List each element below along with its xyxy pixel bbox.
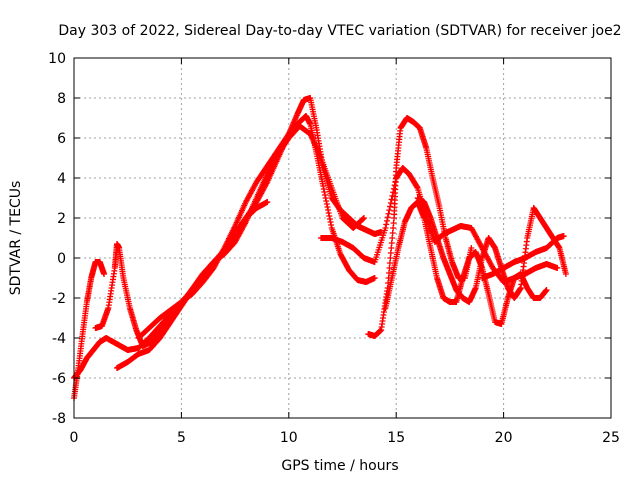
y-axis-label: SDTVAR / TECUs (8, 181, 24, 296)
data-point (378, 229, 385, 235)
x-tick-label: 25 (602, 430, 620, 446)
y-tick-label: 10 (48, 51, 66, 67)
data-point (101, 271, 108, 277)
x-tick-label: 10 (280, 430, 298, 446)
data-point (388, 196, 395, 203)
data-point (384, 214, 391, 221)
grid-lines (74, 58, 611, 418)
x-tick-label: 0 (70, 430, 79, 446)
data-point (264, 199, 271, 205)
y-tick-label: 4 (57, 171, 66, 187)
y-tick-label: 2 (57, 211, 66, 227)
y-tick-label: -6 (52, 371, 66, 387)
data-point (562, 271, 569, 277)
y-tick-label: 6 (57, 131, 66, 147)
data-point (383, 221, 390, 228)
data-point (360, 215, 367, 222)
y-tick-label: 8 (57, 91, 66, 107)
data-point (383, 217, 390, 224)
y-tick-label: 0 (57, 251, 66, 267)
series-track-10 (479, 233, 567, 281)
data-point (386, 207, 393, 214)
y-tick-label: -4 (52, 331, 66, 347)
x-tick-label: 20 (495, 430, 513, 446)
chart-title: Day 303 of 2022, Sidereal Day-to-day VTE… (58, 23, 621, 39)
data-point (543, 287, 550, 293)
data-point (360, 215, 367, 221)
data-point (371, 275, 378, 281)
data-point (387, 200, 394, 206)
y-tick-label: -2 (52, 291, 66, 307)
data-points (71, 95, 569, 401)
series-track-8 (382, 199, 550, 327)
series-track-9 (414, 195, 569, 305)
series-track-5 (135, 199, 271, 341)
data-point (385, 210, 392, 217)
plot-frame (73, 57, 612, 419)
y-tick-label: -8 (52, 411, 66, 427)
y-axis-ticks: -8 -6 -4 -2 0 2 4 6 8 10 (48, 51, 611, 427)
x-tick-label: 15 (387, 430, 405, 446)
series-track-4 (113, 123, 367, 371)
x-axis-label: GPS time / hours (281, 458, 398, 474)
x-tick-label: 5 (177, 430, 186, 446)
data-point (468, 245, 475, 251)
x-axis-ticks: 0 5 10 15 20 25 (70, 58, 620, 446)
data-point (560, 233, 567, 239)
series-track-1 (71, 259, 108, 401)
data-point (387, 203, 394, 210)
data-point (554, 265, 561, 271)
data-point (382, 225, 389, 231)
